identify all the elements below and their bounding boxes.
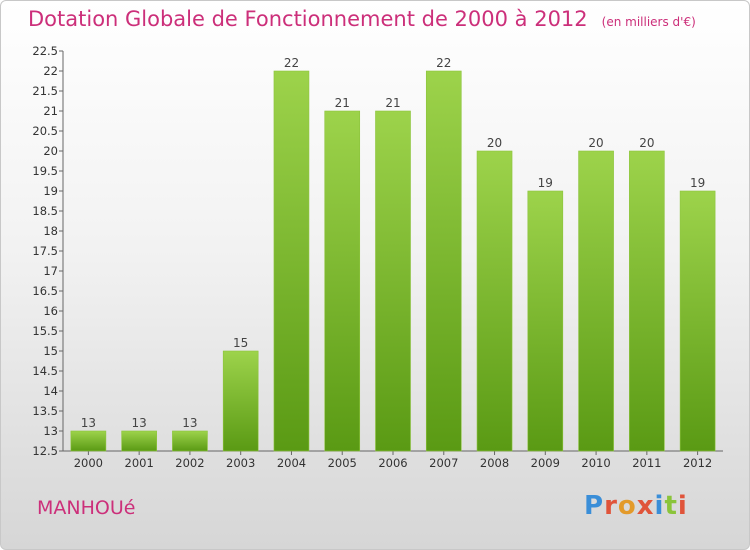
x-tick-label: 2007: [429, 456, 458, 470]
axis-layer: 12.5 13 13.5 14 14.5 15 15.5 16 16.5 17 17.5 18 18.5…: [32, 44, 723, 470]
bar-value-label: 13: [132, 416, 147, 430]
bar-value-label: 21: [385, 96, 400, 110]
y-tick-label: 22.5: [32, 44, 58, 58]
y-tick-label: 19.5: [32, 164, 58, 178]
y-tick-label: 20.5: [32, 124, 58, 138]
y-tick-label: 21.5: [32, 84, 58, 98]
bar-2005: [324, 110, 361, 452]
commune-name: MANHOUé: [37, 497, 136, 519]
x-tick-label: 2012: [683, 456, 712, 470]
x-tick-label: 2008: [480, 456, 509, 470]
logo-letter: P: [584, 491, 605, 521]
y-tick-label: 15.5: [32, 324, 58, 338]
y-tick-label: 19: [43, 184, 58, 198]
x-tick-label: 2003: [226, 456, 255, 470]
x-tick-label: 2004: [277, 456, 306, 470]
bar-value-label: 15: [233, 336, 248, 350]
logo-letter: r: [604, 491, 618, 521]
bar-value-label: 20: [588, 136, 603, 150]
bar-value-label: 22: [436, 56, 451, 70]
bar-2000: [70, 430, 107, 452]
bar-value-label: 21: [335, 96, 350, 110]
logo-letter: i: [654, 491, 665, 521]
y-tick-label: 16: [43, 304, 58, 318]
bar-value-label: 20: [487, 136, 502, 150]
x-tick-label: 2002: [175, 456, 204, 470]
bar-2003: [222, 350, 259, 452]
bar-2006: [375, 110, 411, 452]
chart-title: Dotation Globale de Fonctionnement de 20…: [28, 7, 696, 31]
bar-value-label: 13: [182, 416, 197, 430]
y-tick-label: 13: [43, 424, 58, 438]
y-tick-label: 13.5: [32, 404, 58, 418]
bar-value-label: 19: [538, 176, 553, 190]
bar-value-label: 13: [81, 416, 96, 430]
x-tick-label: 2001: [125, 456, 154, 470]
x-tick-label: 2011: [632, 456, 661, 470]
y-tick-label: 22: [43, 64, 58, 78]
bar-layer: 13 13 13 15 22 21 21 22 20 19 20 20 19: [70, 56, 716, 452]
chart-unit: (en milliers d'€): [601, 15, 696, 29]
y-tick-label: 15: [43, 344, 58, 358]
logo-letter: i: [677, 491, 688, 521]
chart-title-text: Dotation Globale de Fonctionnement de 20…: [28, 7, 588, 31]
y-tick-label: 18: [43, 224, 58, 238]
bar-2007: [425, 70, 462, 452]
bar-value-label: 20: [639, 136, 654, 150]
y-tick-label: 16.5: [32, 284, 58, 298]
x-tick-label: 2006: [378, 456, 407, 470]
y-tick-label: 18.5: [32, 204, 58, 218]
bar-2012: [679, 190, 716, 452]
y-tick-label: 14.5: [32, 364, 58, 378]
y-tick-label: 20: [43, 144, 58, 158]
y-tick-label: 17.5: [32, 244, 58, 258]
x-tick-label: 2010: [581, 456, 610, 470]
logo-letter: x: [636, 491, 655, 521]
y-tick-label: 17: [43, 264, 58, 278]
bar-value-label: 19: [690, 176, 705, 190]
proxiti-logo[interactable]: Proxiti: [584, 491, 688, 521]
y-tick-label: 21: [43, 104, 58, 118]
logo-letter: t: [664, 491, 678, 521]
logo-letter: o: [617, 491, 637, 521]
x-tick-label: 2000: [74, 456, 103, 470]
bar-2004: [273, 70, 310, 452]
bar-2001: [121, 430, 157, 452]
bar-2002: [172, 430, 208, 452]
bar-2009: [527, 190, 564, 452]
bar-2008: [476, 150, 513, 452]
y-tick-label: 12.5: [32, 444, 58, 458]
bar-2011: [629, 150, 665, 452]
x-tick-label: 2009: [531, 456, 560, 470]
y-tick-label: 14: [43, 384, 58, 398]
bar-value-label: 22: [284, 56, 299, 70]
bar-2010: [578, 150, 614, 452]
x-tick-label: 2005: [328, 456, 357, 470]
